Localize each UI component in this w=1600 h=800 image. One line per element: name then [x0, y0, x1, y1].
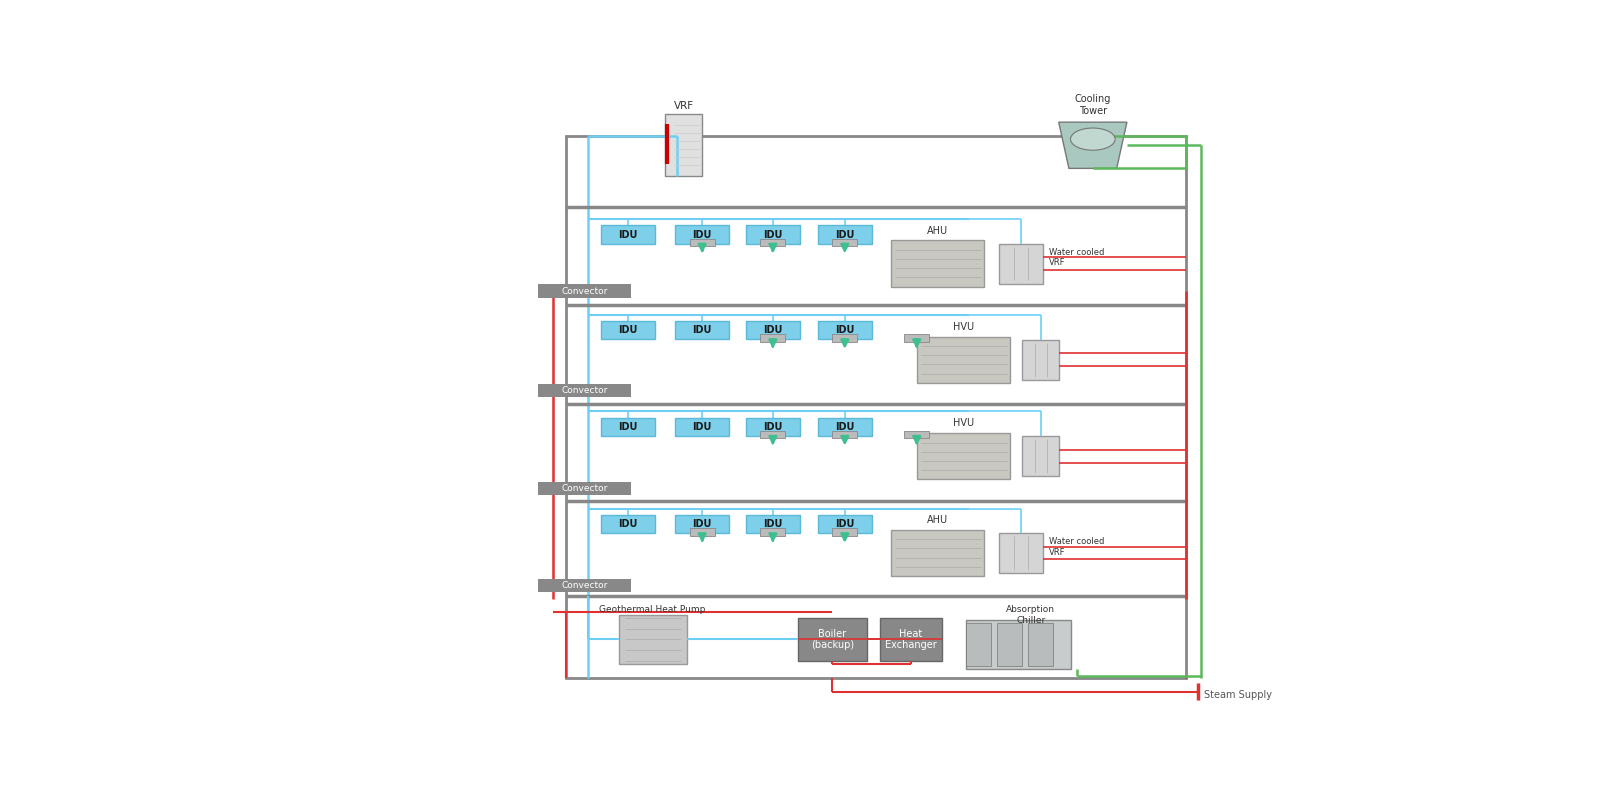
Bar — [917, 434, 1010, 479]
Bar — [746, 418, 800, 436]
Text: Geothermal Heat Pump: Geothermal Heat Pump — [600, 606, 706, 614]
Bar — [904, 431, 930, 438]
Bar — [832, 431, 858, 438]
Text: Convector: Convector — [562, 484, 608, 493]
Bar — [675, 418, 730, 436]
Text: IDU: IDU — [763, 422, 782, 432]
Bar — [880, 618, 941, 661]
Bar — [832, 529, 858, 536]
Bar — [666, 114, 702, 176]
Bar — [538, 384, 630, 398]
Text: IDU: IDU — [835, 325, 854, 335]
Bar — [832, 239, 858, 246]
Bar — [760, 529, 786, 536]
Bar — [1022, 436, 1059, 476]
Bar — [818, 321, 872, 339]
Text: Cooling
Tower: Cooling Tower — [1075, 94, 1110, 116]
Text: HVU: HVU — [954, 322, 974, 332]
Bar — [997, 622, 1021, 666]
Bar — [818, 226, 872, 244]
Bar — [904, 334, 930, 342]
Text: IDU: IDU — [618, 325, 637, 335]
Bar — [619, 614, 686, 664]
Text: IDU: IDU — [763, 325, 782, 335]
Text: IDU: IDU — [693, 325, 712, 335]
Bar — [998, 533, 1043, 573]
Bar — [675, 226, 730, 244]
Bar — [566, 136, 1186, 678]
Text: IDU: IDU — [763, 519, 782, 529]
Text: Water cooled
VRF: Water cooled VRF — [1048, 248, 1104, 267]
Bar — [600, 515, 654, 534]
Text: IDU: IDU — [618, 230, 637, 240]
Text: Boiler
(backup): Boiler (backup) — [811, 629, 854, 650]
Text: IDU: IDU — [835, 422, 854, 432]
Text: IDU: IDU — [835, 230, 854, 240]
Text: HVU: HVU — [954, 418, 974, 428]
Text: Absorption
Chiller: Absorption Chiller — [1006, 606, 1056, 625]
Bar — [746, 321, 800, 339]
Bar — [675, 321, 730, 339]
Polygon shape — [1059, 122, 1126, 168]
Bar — [891, 241, 984, 286]
Text: IDU: IDU — [618, 422, 637, 432]
Bar — [1027, 622, 1053, 666]
Text: IDU: IDU — [835, 519, 854, 529]
Bar — [917, 337, 1010, 382]
Bar — [600, 321, 654, 339]
Text: Water cooled
VRF: Water cooled VRF — [1048, 538, 1104, 557]
Bar — [538, 482, 630, 495]
Bar — [760, 239, 786, 246]
Bar — [1022, 340, 1059, 380]
Text: IDU: IDU — [618, 519, 637, 529]
Bar — [998, 243, 1043, 283]
Bar — [600, 418, 654, 436]
Text: IDU: IDU — [693, 519, 712, 529]
Bar — [966, 619, 1070, 669]
Text: IDU: IDU — [763, 230, 782, 240]
Bar — [798, 618, 867, 661]
Bar — [690, 529, 715, 536]
Text: IDU: IDU — [693, 422, 712, 432]
Bar — [832, 334, 858, 342]
Bar — [818, 515, 872, 534]
Bar — [818, 418, 872, 436]
Bar — [538, 285, 630, 298]
Text: IDU: IDU — [693, 230, 712, 240]
Bar — [746, 515, 800, 534]
Bar — [675, 515, 730, 534]
Text: Steam Supply: Steam Supply — [1205, 690, 1272, 700]
Bar — [690, 239, 715, 246]
Bar — [760, 334, 786, 342]
Bar — [891, 530, 984, 576]
Text: Heat
Exchanger: Heat Exchanger — [885, 629, 936, 650]
Bar — [746, 226, 800, 244]
Text: Convector: Convector — [562, 582, 608, 590]
Circle shape — [1070, 128, 1115, 150]
Text: AHU: AHU — [928, 226, 949, 235]
Text: AHU: AHU — [928, 515, 949, 525]
Bar — [966, 622, 990, 666]
Bar — [600, 226, 654, 244]
Text: Convector: Convector — [562, 286, 608, 296]
Text: VRF: VRF — [674, 102, 694, 111]
Bar — [538, 579, 630, 593]
Text: Convector: Convector — [562, 386, 608, 395]
Bar — [760, 431, 786, 438]
